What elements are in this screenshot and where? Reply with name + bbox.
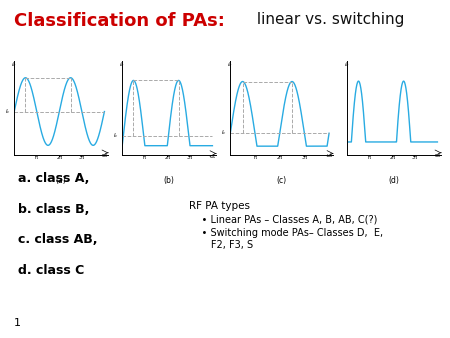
Text: RF PA types: RF PA types: [189, 201, 250, 211]
Text: ωt: ωt: [210, 153, 216, 159]
Text: ωt: ωt: [435, 153, 441, 158]
Text: π: π: [253, 155, 256, 161]
Text: linear vs. switching: linear vs. switching: [252, 12, 405, 27]
Text: a. class A,: a. class A,: [18, 172, 90, 185]
Text: $i_c$: $i_c$: [227, 60, 234, 69]
Text: π: π: [369, 155, 371, 161]
Text: • Switching mode PAs– Classes D,  E,: • Switching mode PAs– Classes D, E,: [189, 228, 383, 238]
Text: c. class AB,: c. class AB,: [18, 233, 98, 246]
Text: (d): (d): [388, 176, 399, 185]
Text: 2π: 2π: [56, 155, 62, 161]
Text: ωt: ωt: [327, 153, 333, 159]
Text: $I_c$: $I_c$: [113, 131, 119, 140]
Text: d. class C: d. class C: [18, 264, 84, 276]
Text: b. class B,: b. class B,: [18, 203, 90, 216]
Text: (a): (a): [55, 176, 66, 185]
Text: (b): (b): [163, 176, 174, 185]
Text: 3π: 3π: [302, 155, 307, 161]
Text: π: π: [144, 155, 146, 161]
Text: • Linear PAs – Classes A, B, AB, C(?): • Linear PAs – Classes A, B, AB, C(?): [189, 215, 378, 225]
Text: $I_c$: $I_c$: [220, 128, 226, 137]
Text: 2π: 2π: [164, 155, 170, 161]
Text: Classification of PAs:: Classification of PAs:: [14, 12, 225, 30]
Text: (c): (c): [276, 176, 286, 185]
Text: $i_c$: $i_c$: [11, 60, 17, 69]
Text: π: π: [36, 155, 38, 161]
Text: $I_c$: $I_c$: [5, 107, 11, 116]
Text: F2, F3, S: F2, F3, S: [189, 240, 253, 250]
Text: 3π: 3π: [187, 155, 193, 161]
Text: $i_c$: $i_c$: [344, 60, 350, 69]
Text: $i_c$: $i_c$: [119, 60, 125, 69]
Text: 1: 1: [14, 318, 21, 328]
Text: 3π: 3π: [79, 155, 85, 161]
Text: 2π: 2π: [389, 155, 395, 161]
Text: 2π: 2π: [277, 155, 283, 161]
Text: 3π: 3π: [412, 155, 418, 161]
Text: ωt: ωt: [102, 153, 108, 158]
